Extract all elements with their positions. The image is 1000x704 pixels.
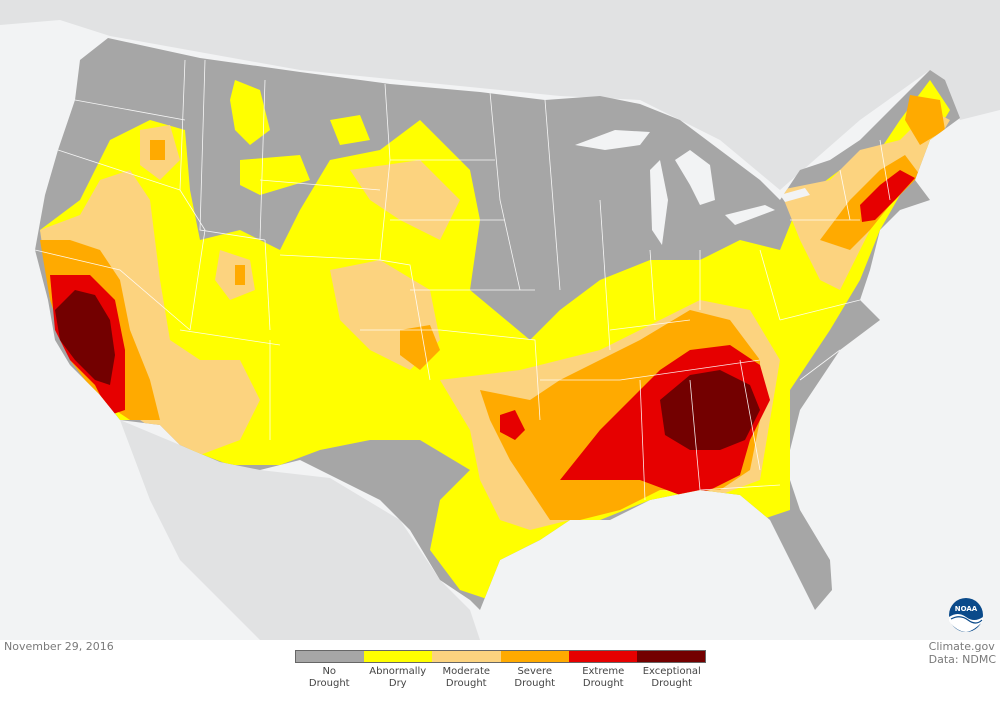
legend-bar: [295, 650, 706, 663]
credit-block: Climate.gov Data: NDMC: [929, 640, 996, 666]
legend-swatch-0: [296, 651, 365, 662]
legend-label-4: Extreme Drought: [582, 666, 625, 689]
legend-label-0: No Drought: [308, 666, 350, 689]
credit-site: Climate.gov: [928, 640, 995, 653]
drought-map-svg: [0, 0, 1000, 640]
noaa-logo-text: NOAA: [955, 605, 978, 613]
credit-data-source: Data: NDMC: [928, 653, 996, 666]
state-borders: [35, 59, 891, 501]
legend-swatch-4: [568, 651, 637, 662]
noaa-logo-icon: NOAA: [949, 598, 983, 632]
map-date: November 29, 2016: [4, 640, 114, 653]
footer: November 29, 2016 Climate.gov Data: NDMC…: [0, 640, 1000, 704]
legend-swatch-3: [500, 651, 569, 662]
exceptional-drought-areas: [55, 290, 760, 450]
legend: No Drought Abnormally Dry Moderate Drought…: [295, 650, 706, 690]
legend-label-2: Moderate Drought: [442, 666, 491, 689]
drought-map: NOAA: [0, 0, 1000, 640]
legend-label-5: Exceptional Drought: [642, 666, 701, 689]
legend-label-3: Severe Drought: [514, 666, 556, 689]
mexico-land: [120, 420, 480, 640]
legend-swatch-5: [636, 651, 706, 662]
legend-swatch-2: [432, 651, 501, 662]
canada-land: [0, 0, 1000, 190]
legend-label-1: Abnormally Dry: [369, 666, 427, 689]
great-lakes: [575, 130, 810, 245]
legend-swatch-1: [364, 651, 433, 662]
legend-labels: No Drought Abnormally Dry Moderate Drought…: [295, 666, 706, 690]
